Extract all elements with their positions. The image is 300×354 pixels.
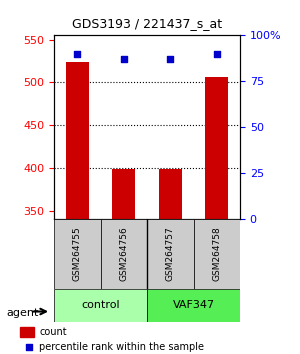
Bar [112, 169, 135, 219]
Bar [66, 62, 89, 219]
FancyBboxPatch shape [147, 289, 240, 322]
Text: agent: agent [6, 308, 38, 318]
Point [270, 276, 275, 282]
Text: VAF347: VAF347 [172, 300, 214, 310]
Text: count: count [39, 327, 67, 337]
Text: GSM264756: GSM264756 [119, 227, 128, 281]
FancyBboxPatch shape [54, 219, 100, 289]
Text: percentile rank within the sample: percentile rank within the sample [39, 342, 204, 352]
Text: GSM264757: GSM264757 [166, 227, 175, 281]
FancyBboxPatch shape [100, 219, 147, 289]
Text: GDS3193 / 221437_s_at: GDS3193 / 221437_s_at [72, 17, 222, 30]
Point [168, 57, 173, 62]
Text: GSM264755: GSM264755 [73, 227, 82, 281]
Point [122, 57, 126, 62]
Bar [205, 78, 228, 219]
FancyBboxPatch shape [194, 219, 240, 289]
FancyBboxPatch shape [54, 289, 147, 322]
Bar [159, 169, 182, 219]
Point [75, 51, 80, 57]
Bar [20, 327, 34, 337]
Text: GSM264758: GSM264758 [212, 227, 221, 281]
FancyBboxPatch shape [147, 219, 194, 289]
Text: control: control [81, 300, 120, 310]
Point [214, 51, 219, 57]
